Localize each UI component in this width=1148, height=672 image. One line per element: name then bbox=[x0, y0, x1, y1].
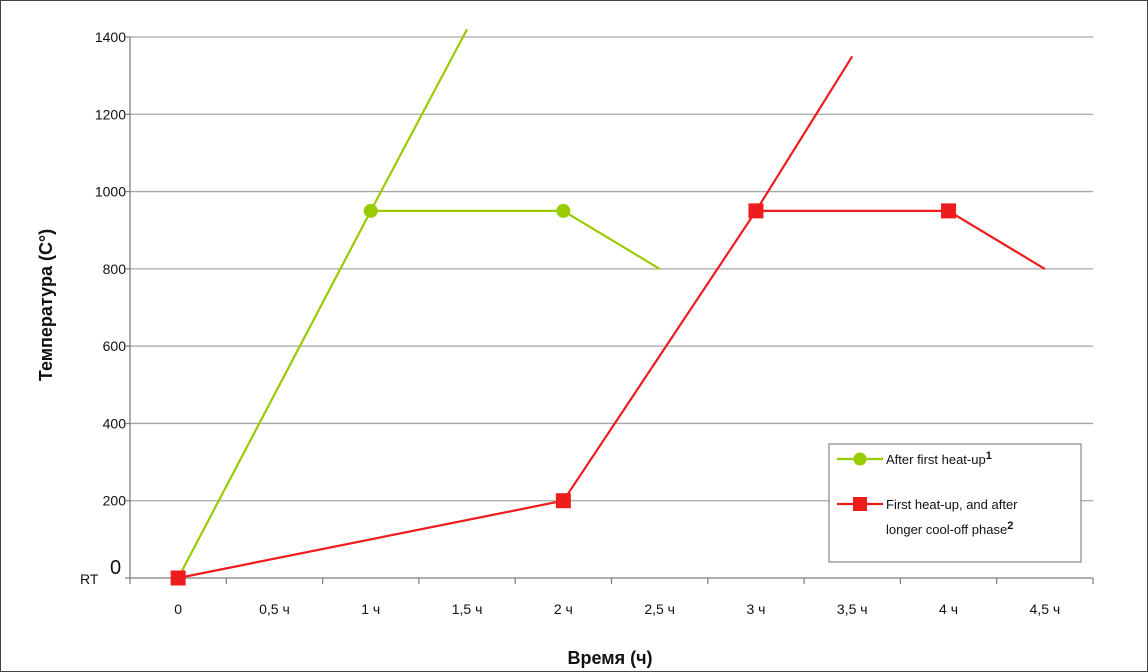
legend-label: After first heat-up1 bbox=[886, 450, 992, 467]
legend: After first heat-up1 First heat-up, and a… bbox=[828, 443, 1082, 563]
green-point bbox=[363, 203, 378, 218]
legend-swatch-marker bbox=[853, 497, 867, 511]
y-tick-label: 200 bbox=[103, 493, 127, 509]
red-point bbox=[941, 203, 957, 219]
red-point bbox=[748, 203, 764, 219]
x-tick-label: 1,5 ч bbox=[452, 601, 483, 617]
y-tick-label: 800 bbox=[103, 261, 127, 277]
x-tick-label: 0 bbox=[174, 601, 182, 617]
x-tick-label: 2 ч bbox=[554, 601, 573, 617]
red-point bbox=[170, 570, 186, 586]
x-axis-title: Время (ч) bbox=[567, 648, 652, 668]
x-tick-label: 1 ч bbox=[361, 601, 380, 617]
x-tick-label: 3,5 ч bbox=[837, 601, 868, 617]
green-rising-line bbox=[369, 28, 469, 212]
y-origin-rt-label: RT bbox=[80, 571, 99, 587]
y-tick-label: 400 bbox=[103, 415, 127, 431]
y-tick-label: 1200 bbox=[95, 106, 126, 122]
grid bbox=[130, 36, 1093, 502]
x-tick-label: 4,5 ч bbox=[1030, 601, 1061, 617]
series-layer bbox=[170, 28, 1046, 586]
legend-label: First heat-up, and after bbox=[886, 497, 1018, 512]
red-rising-line bbox=[755, 55, 854, 212]
x-tick-label: 2,5 ч bbox=[644, 601, 675, 617]
x-tick-label: 4 ч bbox=[939, 601, 958, 617]
y-origin-zero-label: 0 bbox=[110, 557, 121, 579]
legend-swatch-marker bbox=[853, 452, 867, 466]
green-series-line bbox=[177, 209, 661, 579]
red-point bbox=[555, 493, 571, 509]
legend-footnote-marker: 2 bbox=[1007, 520, 1013, 532]
y-tick-label: 1000 bbox=[95, 184, 126, 200]
legend-footnote-marker: 1 bbox=[986, 450, 992, 462]
y-axis-title: Температура (C°) bbox=[36, 229, 56, 381]
x-tick-label: 0,5 ч bbox=[259, 601, 290, 617]
legend-label: longer cool-off phase2 bbox=[886, 520, 1013, 537]
y-tick-label: 600 bbox=[103, 338, 127, 354]
y-tick-label: 1400 bbox=[95, 29, 126, 45]
green-point bbox=[556, 203, 571, 218]
axes: 200 400 600 800 1000 1200 1400 RT 0 0 0,5 ч 1 ч 1,5 … bbox=[36, 29, 1094, 668]
x-tick-label: 3 ч bbox=[746, 601, 765, 617]
